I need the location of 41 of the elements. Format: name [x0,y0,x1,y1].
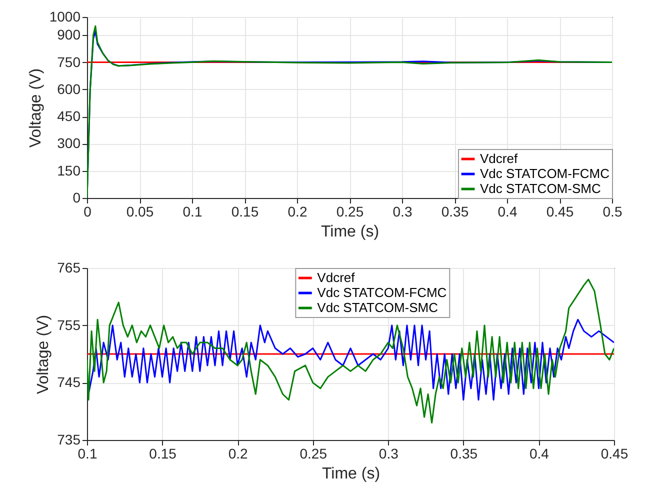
legend-label: Vdc STATCOM-FCMC [480,166,610,181]
y-tick-label: 300 [57,135,81,152]
legend-label: Vdc STATCOM-FCMC [317,285,447,300]
legend-label: Vdc STATCOM-SMC [480,181,601,196]
x-tick-label: 0.3 [378,446,399,462]
y-tick-label: 600 [57,80,81,97]
x-axis-title: Time (s) [322,466,380,482]
x-tick-label: 0.5 [602,204,622,220]
legend-label: Vdcref [480,151,518,166]
y-tick-label: 755 [57,316,81,333]
x-tick-label: 0.2 [228,446,248,462]
x-tick-label: 0.45 [546,204,574,220]
x-tick-label: 0.2 [288,204,308,220]
x-tick-label: 0.25 [336,204,364,220]
x-tick-label: 0.35 [450,446,478,462]
y-tick-label: 450 [57,108,81,124]
x-axis-title: Time (s) [320,224,380,240]
legend-label: Vdc STATCOM-SMC [317,300,438,315]
y-tick-label: 750 [57,54,81,70]
x-tick-label: 0.15 [149,446,177,462]
y-tick-label: 765 [57,260,81,276]
y-tick-label: 745 [57,374,81,390]
x-tick-label: 0.05 [126,204,154,220]
x-tick-label: 0.3 [392,204,412,220]
x-tick-label: 0.45 [600,446,628,462]
x-tick-label: 0.25 [300,446,328,462]
y-tick-label: 900 [57,26,81,43]
legend-label: Vdcref [317,270,356,285]
x-tick-label: 0.4 [498,204,518,220]
x-tick-label: 0.35 [441,204,469,220]
y-tick-label: 1000 [49,8,81,24]
y-axis-title: Voltage (V) [35,314,52,394]
y-tick-label: 0 [72,190,81,206]
x-tick-label: 0.1 [78,446,98,462]
x-tick-label: 0.4 [529,446,550,462]
x-tick-label: 0.1 [182,204,202,220]
x-tick-label: 0 [84,204,92,220]
y-tick-label: 150 [57,162,81,178]
y-tick-label: 735 [57,432,81,448]
x-tick-label: 0.15 [231,204,259,220]
y-axis-title: Voltage (V) [27,68,44,148]
